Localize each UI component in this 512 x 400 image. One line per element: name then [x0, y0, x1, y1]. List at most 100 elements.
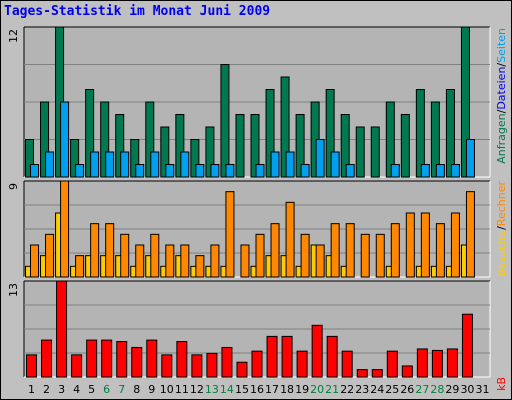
chart-bars [25, 26, 475, 378]
bar-anfragen-day-5 [85, 89, 95, 178]
bar-anfragen-day-23 [355, 126, 365, 178]
bar-besuche-day-18 [285, 201, 295, 278]
x-tick-label-18: 18 [280, 383, 294, 396]
bar-dateien-day-29 [450, 164, 460, 178]
bar-kb-day-14 [221, 346, 233, 378]
bar-kb-day-20 [311, 324, 323, 378]
bar-dateien-day-4 [75, 164, 85, 178]
bar-besuche-day-1 [30, 244, 40, 278]
bar-kb-day-27 [416, 348, 428, 378]
x-tick-label-11: 11 [175, 383, 189, 396]
bar-dateien-day-6 [105, 151, 115, 178]
bar-dateien-day-28 [435, 164, 445, 178]
bar-kb-day-17 [266, 335, 278, 378]
x-tick-label-13: 13 [205, 383, 219, 396]
bar-anfragen-day-8 [130, 139, 140, 178]
bar-besuche-day-13 [210, 244, 220, 278]
bar-besuche-day-11 [180, 244, 190, 278]
bar-besuche-day-7 [120, 233, 130, 278]
bar-dateien-day-17 [270, 151, 280, 178]
bar-anfragen-day-24 [370, 126, 380, 178]
bar-kb-day-18 [281, 335, 293, 378]
bar-kb-day-10 [161, 354, 173, 378]
x-tick-label-20: 20 [310, 383, 324, 396]
x-tick-label-5: 5 [88, 383, 95, 396]
bar-anfragen-day-17 [265, 89, 275, 178]
bar-besuche-day-8 [135, 244, 145, 278]
bar-besuche-day-30 [465, 191, 475, 278]
bar-besuche-day-29 [450, 212, 460, 278]
x-tick-label-29: 29 [445, 383, 459, 396]
bar-besuche-day-22 [345, 223, 355, 278]
x-tick-label-14: 14 [220, 383, 234, 396]
bar-dateien-day-16 [255, 164, 265, 178]
bar-besuche-day-26 [405, 212, 415, 278]
bar-kb-day-23 [356, 369, 368, 378]
bar-anfragen-day-11 [175, 114, 185, 178]
bar-anfragen-day-7 [115, 114, 125, 178]
right-labels-visits: Besuche/Rechner [495, 181, 508, 277]
x-tick-label-28: 28 [430, 383, 444, 396]
x-tick-label-26: 26 [400, 383, 414, 396]
bar-besuche-day-3 [60, 180, 70, 278]
bar-anfragen-day-21 [325, 89, 335, 178]
bar-dateien-day-27 [420, 164, 430, 178]
bar-besuche-day-28 [435, 223, 445, 278]
bar-dateien-day-9 [150, 151, 160, 178]
bar-kb-day-19 [296, 350, 308, 378]
bar-dateien-day-18 [285, 151, 295, 178]
bar-kb-day-1 [26, 354, 38, 378]
bar-dateien-day-13 [210, 164, 220, 178]
x-tick-label-6: 6 [103, 383, 110, 396]
x-tick-label-15: 15 [235, 383, 249, 396]
bar-kb-day-28 [431, 349, 443, 378]
bar-kb-day-4 [71, 354, 83, 378]
bar-anfragen-day-13 [205, 126, 215, 178]
bar-besuche-day-27 [420, 212, 430, 278]
bar-kb-day-3 [56, 280, 68, 378]
bar-besuche-day-9 [150, 233, 160, 278]
bar-dateien-day-20 [315, 139, 325, 178]
bar-besuche-day-20 [315, 244, 325, 278]
right-label-sites: Rechner [495, 181, 508, 227]
bar-besuche-day-12 [195, 255, 205, 278]
bar-besuche-day-10 [165, 244, 175, 278]
x-tick-label-3: 3 [58, 383, 65, 396]
bar-dateien-day-11 [180, 151, 190, 178]
bar-anfragen-day-10 [160, 126, 170, 178]
bar-besuche-day-19 [300, 233, 310, 278]
bar-anfragen-day-6 [100, 101, 110, 178]
chart-panels [23, 26, 491, 378]
bar-kb-day-8 [131, 346, 143, 378]
right-label-sep2: / [495, 63, 508, 67]
bar-dateien-day-7 [120, 151, 130, 178]
bar-dateien-day-14 [225, 164, 235, 178]
right-label-sep1: / [495, 109, 508, 113]
x-tick-label-24: 24 [370, 383, 384, 396]
right-label-visits: Besuche [495, 230, 508, 277]
bar-kb-day-26 [401, 365, 413, 378]
bar-kb-day-16 [251, 350, 263, 378]
bar-anfragen-day-28 [430, 101, 440, 178]
right-label-pages: Seiten [495, 28, 508, 63]
bar-besuche-day-6 [105, 223, 115, 278]
bar-besuche-day-5 [90, 223, 100, 278]
bar-kb-day-29 [446, 348, 458, 378]
bar-kb-day-6 [101, 339, 113, 378]
x-tick-label-22: 22 [340, 383, 354, 396]
bar-anfragen-day-27 [415, 89, 425, 178]
bar-besuche-day-16 [255, 233, 265, 278]
bar-besuche-day-14 [225, 191, 235, 278]
bar-dateien-day-3 [60, 101, 70, 178]
bar-dateien-day-5 [90, 151, 100, 178]
x-tick-label-27: 27 [415, 383, 429, 396]
right-label-sep3: / [495, 226, 508, 230]
right-label-kbytes: kB [495, 377, 508, 391]
bar-kb-day-9 [146, 339, 158, 378]
bar-kb-day-22 [341, 350, 353, 378]
x-tick-label-25: 25 [385, 383, 399, 396]
x-tick-label-31: 31 [475, 383, 489, 396]
x-tick-label-12: 12 [190, 383, 204, 396]
